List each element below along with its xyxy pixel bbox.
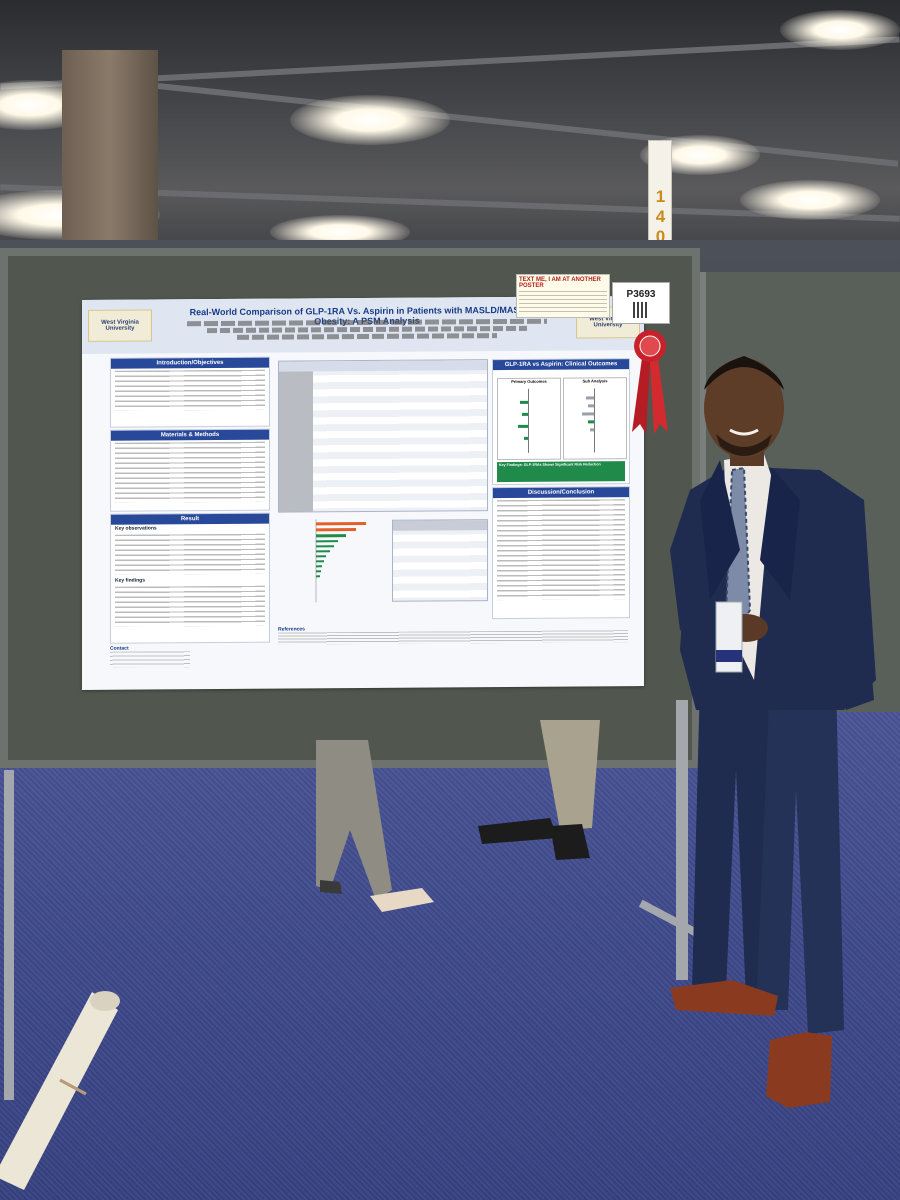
contact-section: Contact	[110, 645, 268, 682]
poster-id-tag: P3693	[612, 282, 670, 324]
methods-text-lines	[111, 440, 269, 505]
forest-plot	[278, 514, 388, 605]
key-findings-box: Key Findings: GLP-1RAs Shows Significant…	[497, 461, 625, 483]
stand-pole	[4, 770, 14, 1100]
research-poster: West Virginia University Real-World Comp…	[82, 296, 644, 690]
key-findings-title: Key Findings: GLP-1RAs Shows Significant…	[499, 462, 601, 468]
table-header	[279, 360, 487, 372]
secondary-table	[392, 519, 488, 602]
primary-outcomes-chart: Primary Outcomes	[497, 377, 561, 461]
primary-outcomes-title: Primary Outcomes	[511, 378, 547, 384]
pillar	[62, 50, 158, 250]
table-header-2	[393, 520, 487, 531]
forest-plot-svg	[315, 519, 366, 603]
findings-text-lines	[111, 584, 269, 629]
intro-text-lines	[111, 368, 269, 413]
discussion-text-lines	[493, 497, 629, 602]
methods-section: Materials & Methods	[110, 428, 270, 512]
poster-authors	[177, 318, 557, 341]
ceiling-beam	[121, 79, 899, 167]
stand-pole	[676, 700, 688, 980]
baseline-table	[278, 359, 488, 513]
presenter	[670, 356, 876, 1108]
poster-id: P3693	[626, 288, 656, 300]
note-sign: TEXT ME, I AM AT ANOTHER POSTER	[516, 274, 610, 318]
ceiling-light	[740, 180, 880, 220]
table-category-column	[279, 371, 313, 512]
outcomes-section: GLP-1RA vs Aspirin: Clinical Outcomes Pr…	[492, 358, 630, 486]
sub-analysis-chart: Sub Analysis	[563, 377, 627, 460]
results-text-lines	[111, 532, 269, 577]
results-section: Result Key observations Key findings	[110, 512, 270, 644]
discussion-section: Discussion/Conclusion	[492, 486, 630, 620]
note-text: TEXT ME, I AM AT ANOTHER POSTER	[519, 277, 601, 289]
sub-analysis-title: Sub Analysis	[582, 378, 608, 384]
references-section: References	[278, 624, 628, 646]
poster-tube	[0, 991, 120, 1190]
intro-section: Introduction/Objectives	[110, 356, 270, 428]
bystander-legs	[316, 720, 600, 912]
outcomes-heading: GLP-1RA vs Aspirin: Clinical Outcomes	[493, 359, 629, 371]
qr-code-icon	[633, 301, 649, 318]
ceiling-light	[780, 10, 900, 50]
award-ribbon-icon	[632, 330, 668, 434]
university-name: West Virginia University	[101, 319, 139, 332]
university-logo: West Virginia University	[88, 309, 152, 342]
ceiling-light	[290, 95, 450, 145]
